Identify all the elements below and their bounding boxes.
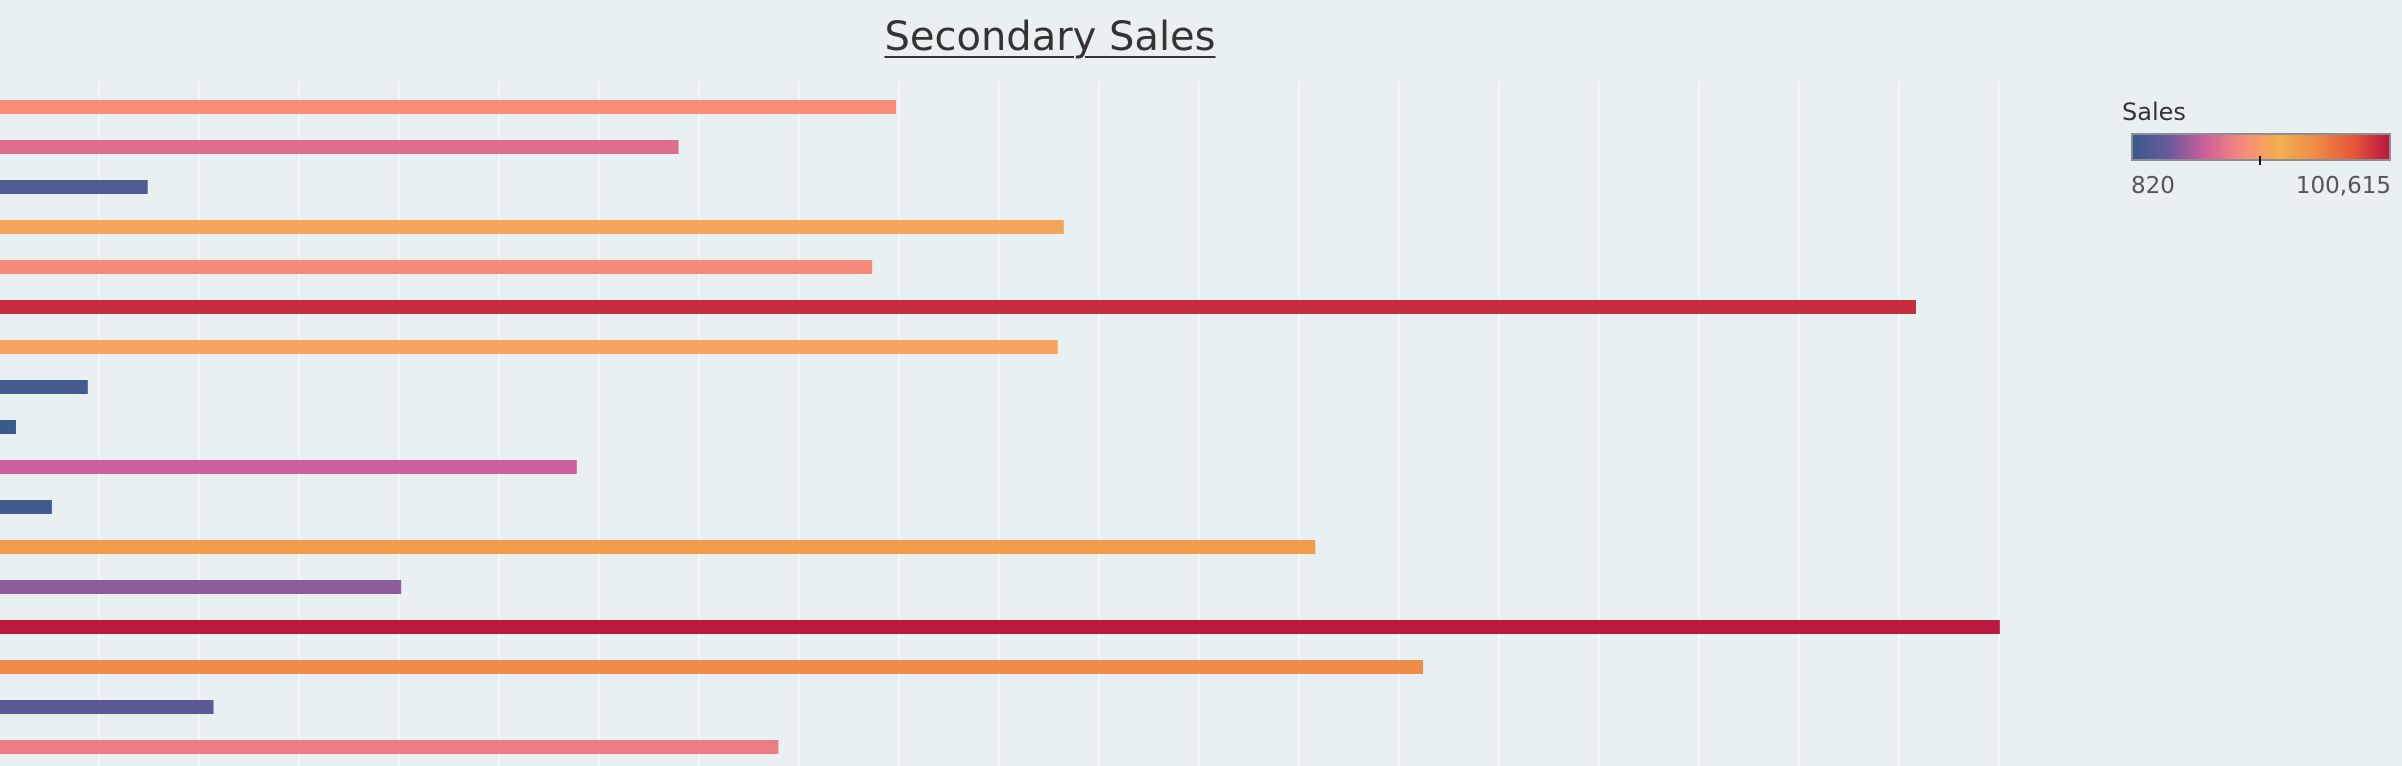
chart-title: Secondary Sales: [884, 14, 1216, 60]
bar[interactable]: [0, 180, 148, 194]
bar[interactable]: [0, 140, 679, 154]
bar[interactable]: [0, 580, 402, 594]
bar[interactable]: [0, 220, 1064, 234]
bar[interactable]: [0, 620, 2000, 634]
bar[interactable]: [0, 500, 52, 514]
bar[interactable]: [0, 260, 873, 274]
bar[interactable]: [0, 660, 1424, 674]
legend-title: Sales: [2122, 98, 2186, 126]
bar[interactable]: [0, 380, 88, 394]
bar[interactable]: [0, 740, 779, 754]
bar[interactable]: [0, 700, 214, 714]
legend-max-label: 100,615: [2295, 173, 2391, 199]
color-legend: Sales 820 100,615: [2122, 98, 2392, 208]
bar-chart-plot: [0, 82, 2000, 766]
bar[interactable]: [0, 100, 897, 114]
bar[interactable]: [0, 540, 1316, 554]
legend-marker: [2259, 156, 2262, 165]
bar[interactable]: [0, 300, 1916, 314]
bar[interactable]: [0, 420, 16, 434]
bar[interactable]: [0, 340, 1058, 354]
legend-min-label: 820: [2131, 173, 2175, 199]
bar[interactable]: [0, 460, 577, 474]
